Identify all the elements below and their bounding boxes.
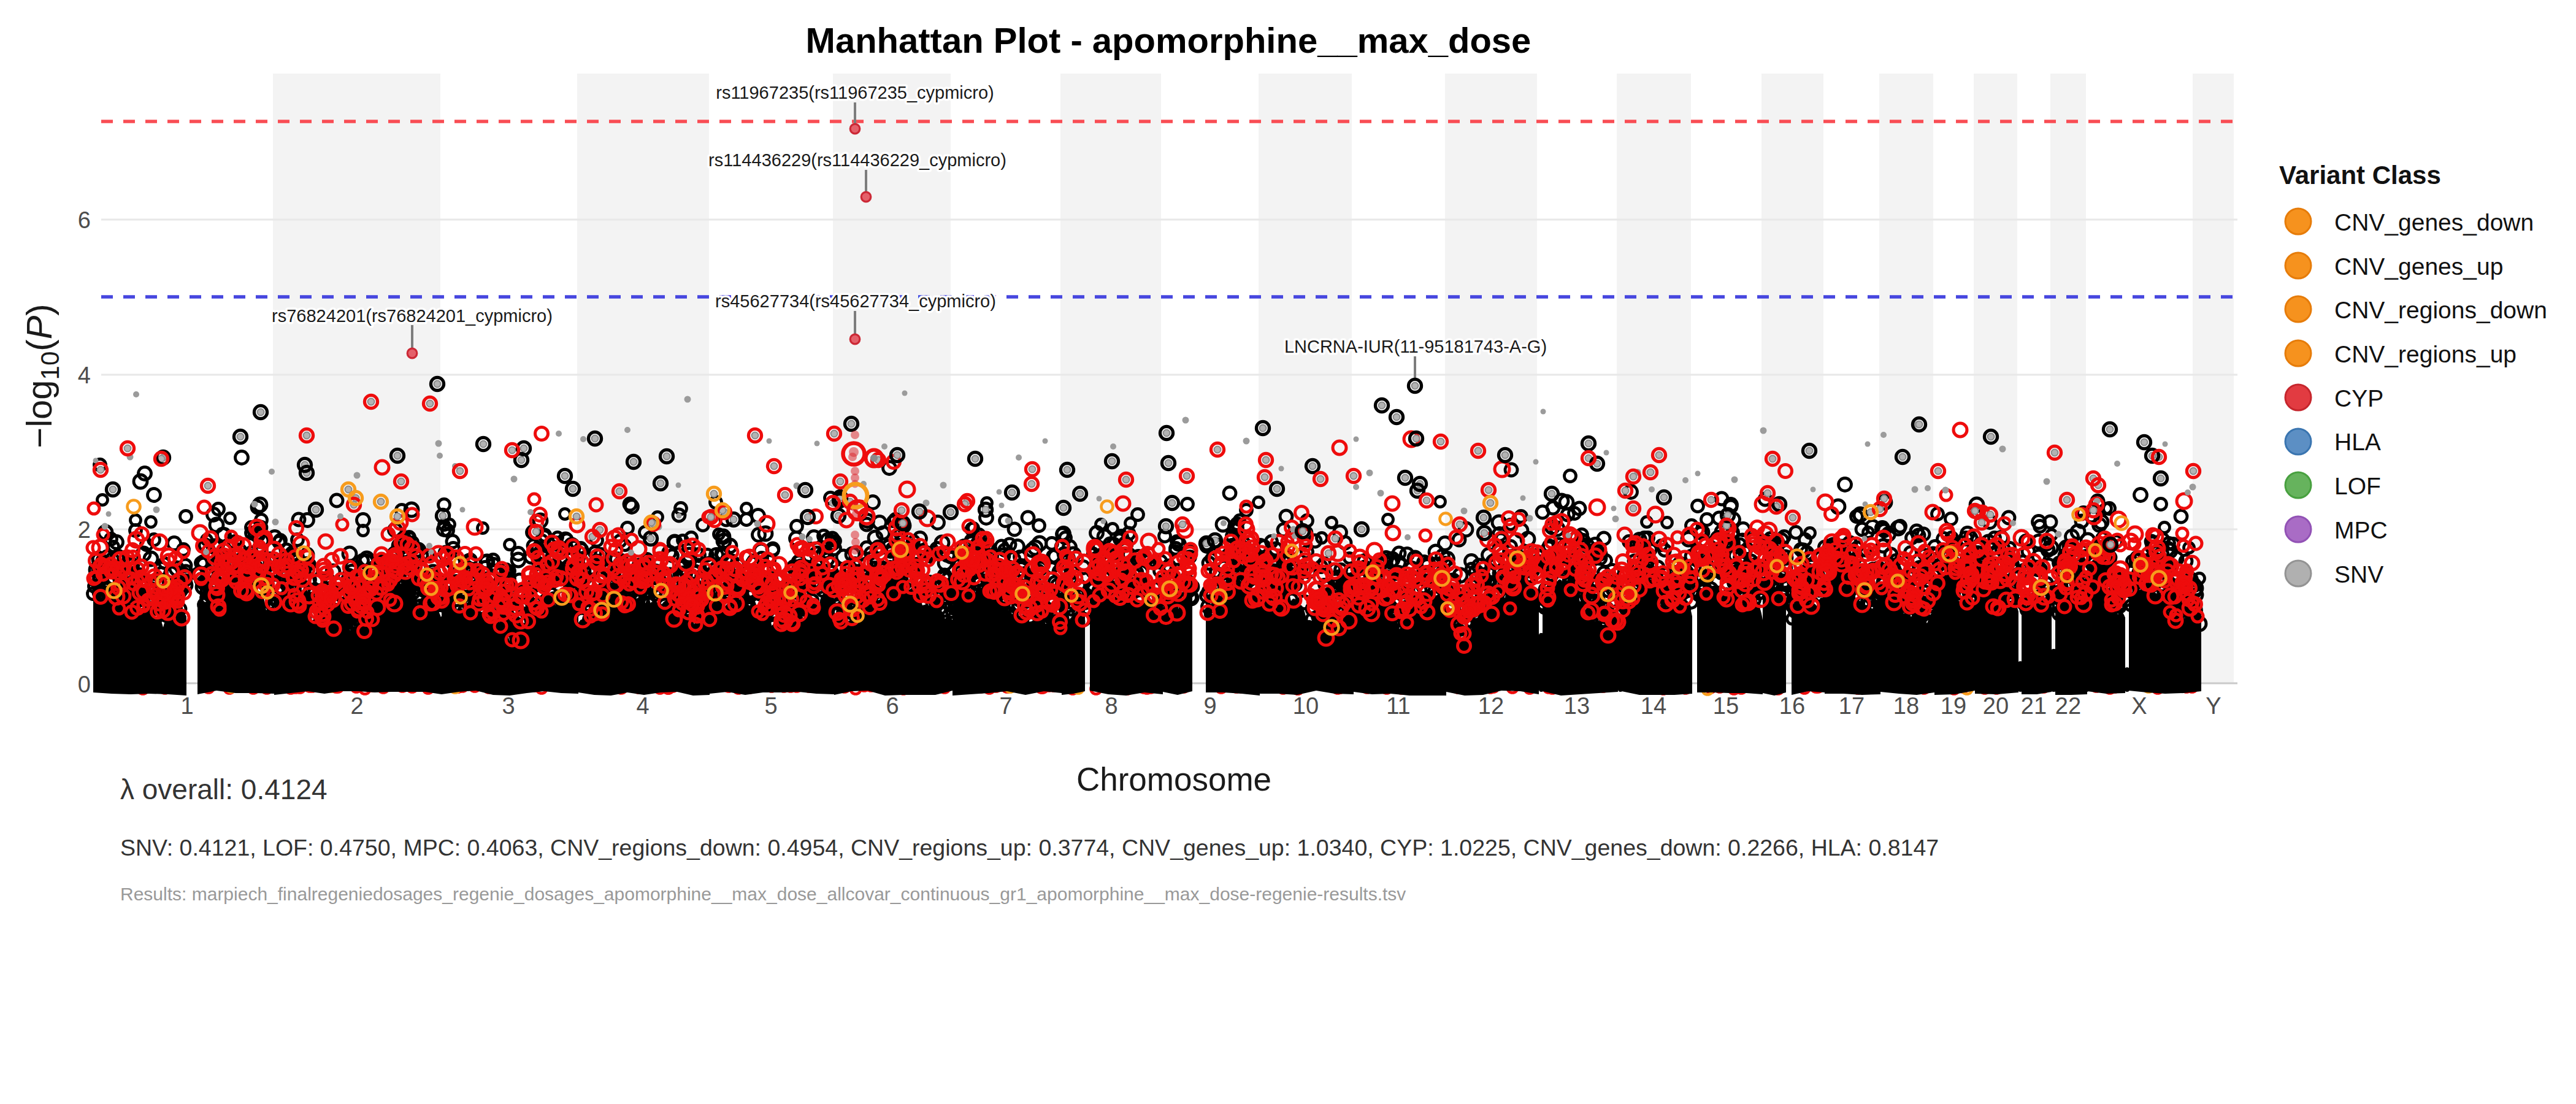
svg-text:CNV_genes_down: CNV_genes_down (2334, 209, 2534, 236)
svg-text:Results: marpiech_finalregenie: Results: marpiech_finalregeniedosages_re… (120, 884, 1406, 904)
svg-text:22: 22 (2055, 693, 2081, 719)
svg-text:16: 16 (1779, 693, 1805, 719)
svg-text:SNV: SNV (2334, 561, 2383, 588)
svg-text:10: 10 (1293, 693, 1319, 719)
svg-text:rs114436229(rs114436229_cypmic: rs114436229(rs114436229_cypmicro) (708, 150, 1006, 170)
svg-text:6: 6 (886, 693, 899, 719)
svg-text:18: 18 (1893, 693, 1919, 719)
svg-text:0: 0 (78, 672, 91, 697)
svg-text:2: 2 (78, 517, 91, 543)
svg-text:LOF: LOF (2334, 473, 2381, 499)
svg-text:LNCRNA-IUR(11-95181743-A-G): LNCRNA-IUR(11-95181743-A-G) (1284, 337, 1547, 356)
svg-text:Y: Y (2206, 693, 2221, 719)
svg-text:CNV_regions_up: CNV_regions_up (2334, 341, 2517, 367)
svg-text:5: 5 (764, 693, 777, 719)
svg-text:15: 15 (1713, 693, 1739, 719)
svg-text:Variant Class: Variant Class (2279, 161, 2441, 190)
svg-text:6: 6 (78, 207, 91, 233)
svg-text:11: 11 (1386, 693, 1410, 719)
svg-text:3: 3 (502, 693, 515, 719)
svg-text:X: X (2131, 693, 2147, 719)
svg-text:rs11967235(rs11967235_cypmicro: rs11967235(rs11967235_cypmicro) (716, 83, 994, 102)
svg-text:CNV_genes_up: CNV_genes_up (2334, 253, 2503, 280)
svg-text:MPC: MPC (2334, 517, 2388, 543)
svg-text:rs45627734(rs45627734_cypmicro: rs45627734(rs45627734_cypmicro) (715, 291, 996, 311)
svg-text:20: 20 (1983, 693, 2009, 719)
svg-text:13: 13 (1564, 693, 1590, 719)
svg-text:21: 21 (2021, 693, 2047, 719)
svg-text:CYP: CYP (2334, 385, 2383, 412)
svg-text:9: 9 (1203, 693, 1216, 719)
svg-text:19: 19 (1941, 693, 1966, 719)
svg-text:rs76824201(rs76824201_cypmicro: rs76824201(rs76824201_cypmicro) (272, 306, 553, 326)
svg-text:HLA: HLA (2334, 429, 2381, 455)
svg-text:12: 12 (1478, 693, 1504, 719)
svg-text:4: 4 (636, 693, 649, 719)
svg-text:SNV: 0.4121, LOF: 0.4750, MPC:: SNV: 0.4121, LOF: 0.4750, MPC: 0.4063, C… (120, 835, 1939, 861)
svg-text:17: 17 (1839, 693, 1865, 719)
svg-text:14: 14 (1641, 693, 1666, 719)
svg-text:7: 7 (999, 693, 1012, 719)
svg-text:8: 8 (1105, 693, 1117, 719)
svg-text:CNV_regions_down: CNV_regions_down (2334, 297, 2547, 323)
svg-text:Manhattan Plot - apomorphine__: Manhattan Plot - apomorphine__max_dose (806, 20, 1531, 60)
svg-text:2: 2 (350, 693, 363, 719)
svg-text:4: 4 (78, 362, 91, 388)
svg-text:Chromosome: Chromosome (1076, 761, 1271, 797)
svg-text:λ overall: 0.4124: λ overall: 0.4124 (120, 773, 328, 805)
svg-text:1: 1 (180, 693, 193, 719)
